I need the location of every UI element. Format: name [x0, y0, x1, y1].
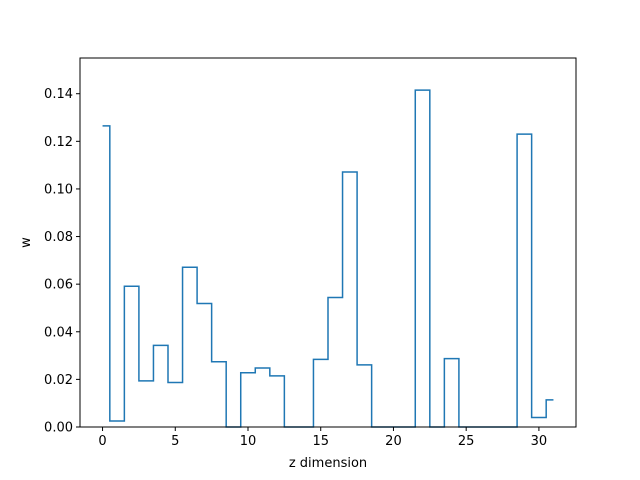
- x-tick-label: 5: [171, 434, 179, 449]
- y-tick-label: 0.04: [44, 325, 73, 340]
- x-tick-label: 0: [98, 434, 106, 449]
- y-tick-label: 0.06: [44, 278, 73, 293]
- x-tick-label: 25: [458, 434, 475, 449]
- y-axis-ticks: 0.00 0.02 0.04 0.06 0.08 0.10 0.12 0.14: [44, 87, 80, 436]
- y-tick-label: 0.02: [44, 373, 73, 388]
- y-tick-label: 0.00: [44, 421, 73, 436]
- x-axis-label: z dimension: [289, 456, 367, 471]
- x-tick-label: 20: [385, 434, 402, 449]
- y-tick-label: 0.08: [44, 230, 73, 245]
- y-tick-label: 0.10: [44, 182, 73, 197]
- x-tick-label: 30: [531, 434, 548, 449]
- x-tick-label: 10: [240, 434, 257, 449]
- y-tick-label: 0.14: [44, 87, 73, 102]
- x-axis-ticks: 0 5 10 15 20 25 30: [98, 427, 547, 449]
- plot-frame: [79, 57, 577, 428]
- y-axis-label: w: [19, 237, 34, 248]
- x-tick-label: 15: [312, 434, 329, 449]
- y-tick-label: 0.12: [44, 135, 73, 150]
